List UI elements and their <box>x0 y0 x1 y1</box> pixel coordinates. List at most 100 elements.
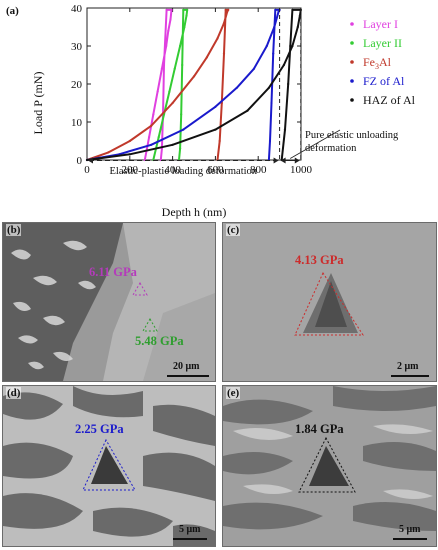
loading-annotation: Elastic-plastic loading deformation <box>110 166 258 177</box>
legend-marker-1 <box>350 41 354 45</box>
series-point <box>152 113 155 116</box>
loading-arrow-head-left <box>88 157 93 164</box>
series-point <box>160 67 163 70</box>
series-point <box>150 143 153 146</box>
panel-e-hardness: 1.84 GPa <box>295 422 344 436</box>
load-depth-chart: (a) 0 200 400 600 800 1000 0 10 20 30 40 Elastic-p… <box>6 3 416 219</box>
panel-b-hardness-2: 5.48 GPa <box>135 334 184 348</box>
legend-label-3: FZ of Al <box>363 74 405 88</box>
panel-d-label: (d) <box>6 387 22 399</box>
chart-annotations: Elastic-plastic loading deformation Pure … <box>88 8 399 177</box>
chart-axes: 0 200 400 600 800 1000 0 10 20 30 40 <box>71 3 313 176</box>
panel-c-micrograph: (c) 4.13 GPa 2 μm <box>222 222 437 382</box>
chart-legend: Layer I Layer II Fe3Al FZ of Al HAZ of Al <box>350 17 416 107</box>
x-tick-label: 400 <box>164 164 181 176</box>
series-point <box>291 8 294 11</box>
series-line-3 <box>86 8 281 161</box>
panel-b-scale-label: 20 μm <box>173 361 200 372</box>
series-point <box>287 82 290 86</box>
series-point <box>267 86 270 89</box>
unloading-annotation-line-1: Pure elastic unloading <box>305 130 399 141</box>
x-tick-label: 0 <box>84 164 90 176</box>
series-point <box>167 29 170 32</box>
y-axis-label: Load P (mN) <box>31 72 45 135</box>
series-point <box>214 128 217 131</box>
series-point <box>150 124 153 127</box>
panel-d-scale-bar <box>173 538 207 540</box>
series-point <box>291 44 294 48</box>
y-tick-label: 40 <box>71 3 83 15</box>
panel-b-texture <box>3 223 215 381</box>
panel-e-scale-bar <box>393 538 427 540</box>
panel-e-scale-label: 5 μm <box>399 524 421 535</box>
unloading-annotation-line-2: deformation <box>305 143 357 154</box>
series-point <box>128 153 131 156</box>
series-point <box>283 128 287 131</box>
series-point <box>222 52 226 55</box>
loading-arrow-head-right <box>273 157 279 164</box>
panel-d-scale-label: 5 μm <box>179 524 201 535</box>
unloading-arrow-head-left <box>280 157 286 164</box>
series-point <box>226 10 229 13</box>
series-point <box>222 22 226 25</box>
legend-marker-4 <box>350 98 354 102</box>
series-point <box>178 44 182 48</box>
x-axis-label: Depth h (nm) <box>162 205 227 219</box>
panel-b-hardness-1: 6.11 GPa <box>89 265 137 279</box>
legend-marker-3 <box>350 79 354 83</box>
legend-label-0: Layer I <box>363 17 398 31</box>
series-point <box>246 109 249 112</box>
series-point <box>171 101 174 105</box>
series-point <box>235 86 238 89</box>
series-point <box>156 90 159 93</box>
series-point <box>162 63 166 67</box>
series-point <box>289 44 292 48</box>
series-point <box>227 8 230 11</box>
series-point <box>183 25 186 29</box>
panel-e-micrograph: (e) 1.84 GPa 5 μm <box>222 385 437 547</box>
series-point <box>273 25 276 29</box>
series-point <box>205 56 208 59</box>
panel-b-label: (b) <box>6 224 22 236</box>
series-point <box>296 25 299 29</box>
series-point <box>107 151 110 154</box>
panel-c-label: (c) <box>226 224 241 236</box>
chart-panel-label: (a) <box>6 5 19 17</box>
legend-marker-2 <box>350 60 354 64</box>
panel-b-micrograph: (b) 6.11 GPa 5.48 GPa 20 μm <box>2 222 216 382</box>
y-tick-label: 10 <box>71 117 83 129</box>
chart-series <box>85 8 302 162</box>
legend-marker-0 <box>350 22 354 26</box>
series-point <box>272 52 275 55</box>
panel-d-texture <box>3 386 215 546</box>
x-tick-label: 800 <box>250 164 267 176</box>
series-point <box>173 67 176 70</box>
series-line-0 <box>143 8 173 161</box>
series-point <box>157 136 160 139</box>
series-point <box>218 139 221 143</box>
panel-e-label: (e) <box>226 387 241 399</box>
series-point <box>182 8 185 11</box>
y-tick-label: 30 <box>71 41 83 53</box>
unloading-leader <box>289 129 341 159</box>
series-point <box>171 143 174 146</box>
series-point <box>224 8 227 11</box>
series-point <box>170 8 173 11</box>
series-point <box>128 139 131 143</box>
series-point <box>268 139 272 143</box>
x-tick-label: 1000 <box>290 164 313 176</box>
series-point <box>216 37 219 40</box>
panel-b-scale-bar <box>167 375 209 377</box>
series-point <box>182 128 185 131</box>
series-line-4 <box>86 8 302 161</box>
series-point <box>168 90 171 93</box>
series-point <box>147 136 151 139</box>
panel-c-scale-bar <box>391 375 429 377</box>
x-tick-label: 600 <box>207 164 224 176</box>
panel-e-indent-outline <box>298 436 356 493</box>
y-tick-label: 0 <box>77 155 83 167</box>
series-point <box>85 158 89 162</box>
series-point <box>270 101 273 105</box>
series-point <box>265 44 268 48</box>
series-point <box>282 63 285 67</box>
